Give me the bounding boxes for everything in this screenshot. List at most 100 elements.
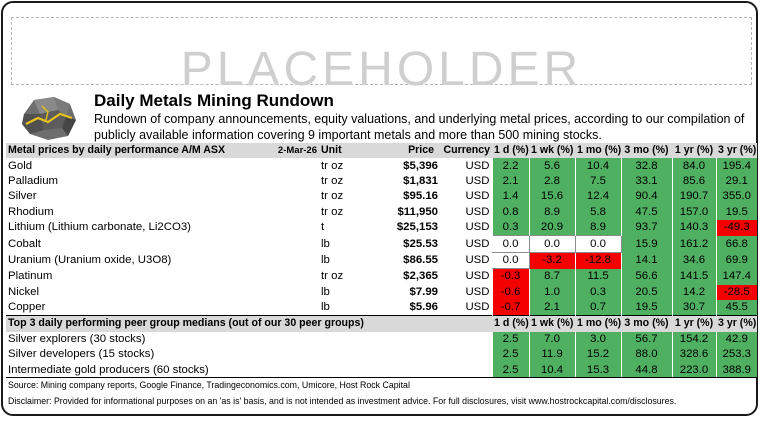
metal-return-cell: 0.8: [491, 204, 529, 220]
metal-name: Cobalt: [8, 237, 41, 250]
peer-return-cell: 328.6: [671, 347, 716, 363]
metal-unit: tr oz: [321, 159, 344, 172]
metal-return-cell: 20.5: [620, 284, 672, 300]
metal-return-cell: 66.8: [715, 235, 757, 253]
metal-return-cell: 14.1: [620, 252, 672, 269]
metal-return-cell: 10.4: [574, 158, 621, 174]
metals-header-unit: Unit: [319, 143, 377, 159]
metal-return-cell: 0.7: [574, 299, 621, 316]
metal-unit: lb: [321, 253, 330, 266]
peer-col-header-1mo: 1 mo (%): [575, 315, 621, 332]
metal-return-cell: 1.0: [528, 284, 575, 300]
disclaimer-note: Disclaimer: Provided for informational p…: [8, 396, 677, 406]
metal-unit: tr oz: [321, 270, 344, 283]
metal-unit: tr oz: [321, 174, 344, 187]
col-header-3yr: 3 yr (%): [716, 143, 757, 159]
metal-return-cell: 2.8: [528, 173, 575, 190]
peer-return-cell: 2.5: [491, 331, 529, 348]
peer-return-cell: 7.0: [528, 331, 575, 348]
metal-return-cell: 157.0: [671, 204, 716, 220]
peer-col-header-1yr: 1 yr (%): [672, 315, 716, 332]
peer-return-cell: 15.3: [574, 362, 621, 378]
peer-return-cell: 42.9: [715, 331, 757, 348]
metal-return-cell: 8.9: [528, 204, 575, 220]
metal-row: Copper lb $5.96 USD -0.7 2.1 0.7 19.5 30.7 45.5: [6, 299, 757, 316]
metal-return-cell: -0.6: [491, 284, 529, 300]
metal-return-cell: 0.0: [574, 235, 622, 253]
metal-return-cell: 84.0: [671, 158, 716, 174]
metal-currency: USD: [465, 174, 490, 187]
metal-return-cell: 11.5: [574, 268, 621, 285]
metal-name: Platinum: [8, 270, 53, 283]
metal-return-cell: 85.6: [671, 173, 716, 190]
metal-return-cell: 147.4: [715, 268, 757, 285]
metal-row: Palladium tr oz $1,831 USD 2.1 2.8 7.5 33.1 85.6…: [6, 173, 757, 190]
metal-return-cell: 29.1: [715, 173, 757, 190]
peers-header-row: Top 3 daily performing peer group median…: [6, 315, 757, 332]
metal-price: $95.16: [403, 190, 438, 203]
peer-group-name: Intermediate gold producers (60 stocks): [8, 363, 209, 376]
metal-currency: USD: [465, 205, 490, 218]
metal-currency: USD: [465, 270, 490, 283]
metal-price: $2,365: [403, 270, 438, 283]
metal-return-cell: 30.7: [671, 299, 716, 316]
peer-return-cell: 223.0: [671, 362, 716, 378]
metals-header-label: Metal prices by daily performance A/M AS…: [6, 143, 261, 159]
peer-col-header-3yr: 3 yr (%): [716, 315, 757, 332]
metal-return-cell: 1.4: [491, 189, 529, 205]
peer-return-cell: 388.9: [715, 362, 757, 378]
metals-header-currency: Currency: [440, 143, 492, 159]
metal-return-cell: 14.2: [671, 284, 716, 300]
report-title: Daily Metals Mining Rundown: [94, 91, 334, 110]
metal-currency: USD: [465, 221, 490, 234]
metal-row: Nickel lb $7.99 USD -0.6 1.0 0.3 20.5 14.2 -28.5: [6, 284, 757, 300]
col-header-1d: 1 d (%): [492, 143, 529, 159]
metal-return-cell: 0.3: [491, 219, 529, 236]
metal-return-cell: -0.3: [491, 268, 529, 285]
metal-price: $7.99: [409, 285, 438, 298]
metal-return-cell: 2.2: [491, 158, 529, 174]
metal-return-cell: -12.8: [574, 252, 621, 269]
card-frame: [1, 1, 758, 416]
metal-return-cell: 19.5: [715, 204, 757, 220]
metal-return-cell: -49.3: [715, 219, 757, 236]
peer-return-cell: 10.4: [528, 362, 575, 378]
peer-return-cell: 2.5: [491, 347, 529, 363]
report-subtitle: Rundown of company announcements, equity…: [94, 112, 745, 142]
metal-return-cell: 195.4: [715, 158, 757, 174]
metal-name: Copper: [8, 301, 46, 314]
metal-return-cell: 47.5: [620, 204, 672, 220]
metal-return-cell: 2.1: [491, 173, 529, 190]
placeholder-text: PLACEHOLDER: [180, 43, 583, 96]
col-header-3mo: 3 mo (%): [621, 143, 672, 159]
metal-unit: tr oz: [321, 205, 344, 218]
metal-name: Nickel: [8, 285, 40, 298]
metals-table: Metal prices by daily performance A/M AS…: [6, 143, 757, 378]
metal-price: $86.55: [403, 253, 438, 266]
peer-return-cell: 15.2: [574, 347, 621, 363]
metal-return-cell: 355.0: [715, 189, 757, 205]
metal-currency: USD: [465, 159, 490, 172]
metal-return-cell: 12.4: [574, 189, 621, 205]
metal-price: $5,396: [403, 159, 438, 172]
peer-col-header-1wk: 1 wk (%): [529, 315, 575, 332]
metals-header-price: Price: [377, 143, 440, 159]
metal-price: $1,831: [403, 174, 438, 187]
metal-return-cell: 0.0: [491, 251, 530, 270]
metal-row: Platinum tr oz $2,365 USD -0.3 8.7 11.5 56.6 141…: [6, 268, 757, 285]
metal-currency: USD: [465, 237, 490, 250]
metal-return-cell: 141.5: [671, 268, 716, 285]
metal-unit: tr oz: [321, 190, 344, 203]
metal-unit: lb: [321, 237, 330, 250]
metal-unit: t: [321, 221, 325, 234]
metal-return-cell: 20.9: [528, 219, 575, 236]
peer-row: Intermediate gold producers (60 stocks) 2…: [6, 362, 757, 378]
peer-return-cell: 253.3: [715, 347, 757, 363]
metal-row: Gold tr oz $5,396 USD 2.2 5.6 10.4 32.8 84.0 195.…: [6, 158, 757, 174]
metal-return-cell: 0.3: [574, 284, 621, 300]
metal-price: $25.53: [403, 237, 438, 250]
metal-unit: lb: [321, 285, 330, 298]
metals-header-row: Metal prices by daily performance A/M AS…: [6, 143, 757, 159]
metal-price: $11,950: [397, 205, 438, 218]
peer-return-cell: 2.5: [491, 362, 529, 378]
